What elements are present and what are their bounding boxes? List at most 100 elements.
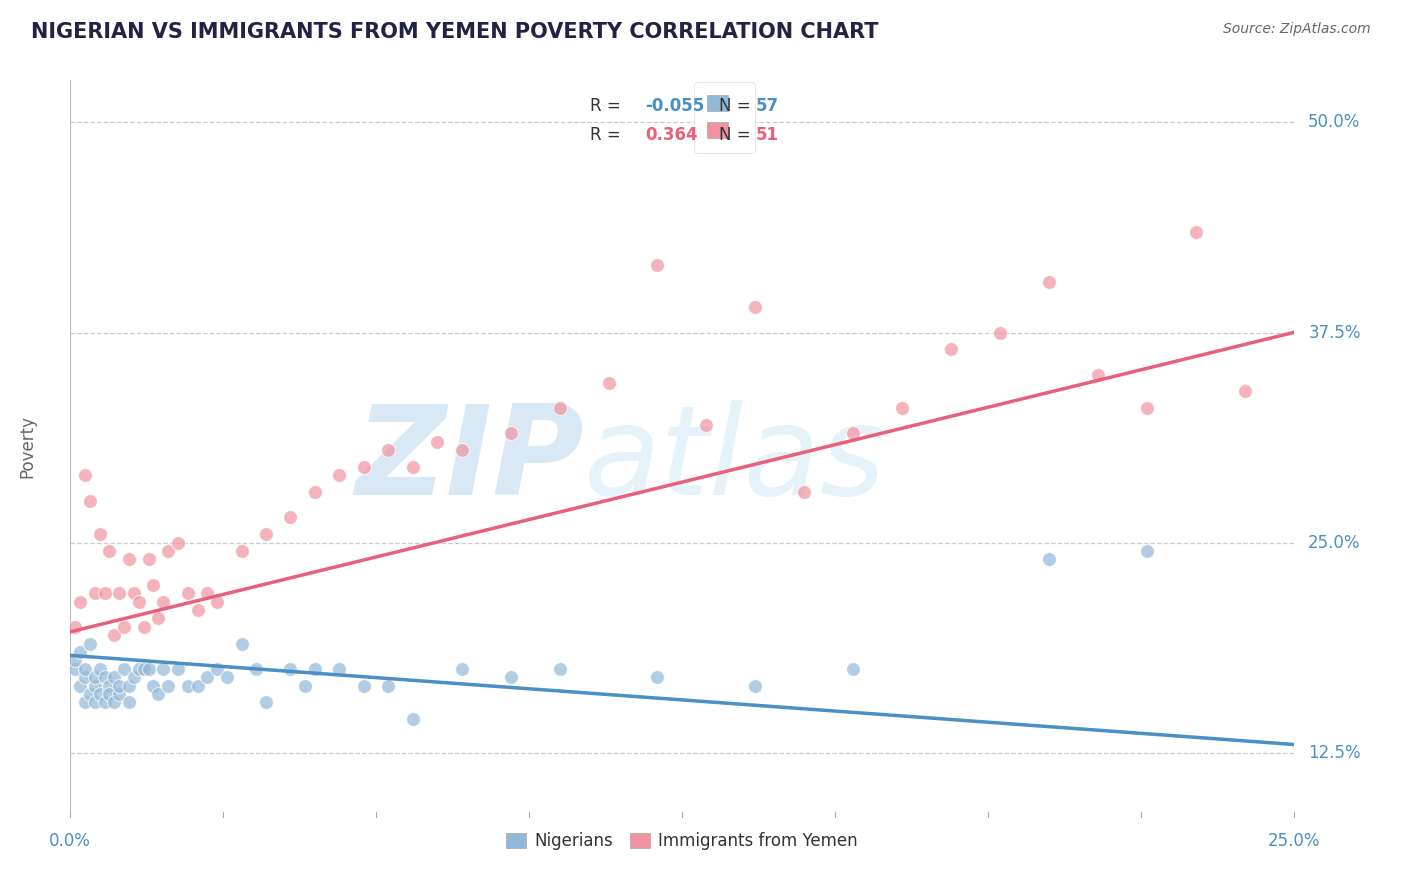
Point — [138, 662, 160, 676]
Point — [1184, 225, 1206, 239]
Point — [647, 258, 669, 272]
Point — [548, 662, 571, 676]
Point — [377, 679, 399, 693]
Legend: Nigerians, Immigrants from Yemen: Nigerians, Immigrants from Yemen — [498, 823, 866, 858]
Point — [118, 695, 141, 709]
Point — [195, 586, 218, 600]
Text: 51: 51 — [755, 126, 779, 145]
Point — [402, 712, 425, 726]
Point — [304, 662, 326, 676]
Point — [186, 603, 208, 617]
Text: 37.5%: 37.5% — [1308, 324, 1361, 342]
Text: 57: 57 — [755, 97, 779, 115]
Point — [177, 586, 200, 600]
Point — [132, 662, 155, 676]
Point — [142, 578, 165, 592]
Point — [69, 594, 91, 608]
Point — [128, 594, 150, 608]
Point — [157, 544, 180, 558]
Point — [69, 679, 91, 693]
Text: 50.0%: 50.0% — [1308, 113, 1361, 131]
Point — [304, 485, 326, 500]
Point — [98, 679, 121, 693]
Point — [254, 527, 277, 541]
Point — [548, 401, 571, 416]
Point — [177, 679, 200, 693]
Point — [195, 670, 218, 684]
Point — [148, 611, 170, 625]
Point — [69, 645, 91, 659]
Point — [157, 679, 180, 693]
Point — [152, 594, 174, 608]
Point — [294, 679, 316, 693]
Text: R =: R = — [591, 97, 621, 115]
Point — [254, 695, 277, 709]
Point — [1136, 544, 1159, 558]
Point — [744, 300, 766, 314]
Point — [1038, 275, 1060, 289]
Point — [842, 662, 865, 676]
Point — [73, 662, 96, 676]
Point — [402, 460, 425, 475]
Point — [132, 620, 155, 634]
Point — [647, 670, 669, 684]
Point — [93, 695, 115, 709]
Point — [142, 679, 165, 693]
Text: N =: N = — [718, 97, 751, 115]
Point — [1038, 552, 1060, 566]
Point — [695, 417, 717, 432]
Point — [280, 662, 302, 676]
Point — [1233, 384, 1256, 399]
Point — [148, 687, 170, 701]
Point — [499, 426, 522, 441]
Text: 0.364: 0.364 — [645, 126, 697, 145]
Point — [83, 695, 105, 709]
Point — [89, 527, 111, 541]
Point — [63, 653, 86, 667]
Text: Poverty: Poverty — [18, 415, 37, 477]
Point — [108, 679, 131, 693]
Point — [79, 636, 101, 650]
Point — [186, 679, 208, 693]
Text: N =: N = — [718, 126, 751, 145]
Text: 12.5%: 12.5% — [1308, 744, 1361, 762]
Point — [353, 679, 375, 693]
Point — [842, 426, 865, 441]
Text: 25.0%: 25.0% — [1308, 533, 1361, 551]
Text: Source: ZipAtlas.com: Source: ZipAtlas.com — [1223, 22, 1371, 37]
Point — [205, 662, 228, 676]
Point — [245, 662, 267, 676]
Point — [118, 679, 141, 693]
Point — [122, 586, 145, 600]
Point — [93, 670, 115, 684]
Point — [112, 662, 135, 676]
Point — [83, 586, 105, 600]
Text: NIGERIAN VS IMMIGRANTS FROM YEMEN POVERTY CORRELATION CHART: NIGERIAN VS IMMIGRANTS FROM YEMEN POVERT… — [31, 22, 879, 42]
Text: atlas: atlas — [583, 401, 886, 521]
Point — [744, 679, 766, 693]
Point — [328, 662, 350, 676]
Point — [89, 662, 111, 676]
Point — [103, 670, 125, 684]
Point — [167, 535, 190, 549]
Text: 0.0%: 0.0% — [49, 832, 91, 850]
Point — [98, 544, 121, 558]
Point — [93, 586, 115, 600]
Point — [450, 662, 472, 676]
Point — [426, 434, 449, 449]
Point — [1087, 368, 1109, 382]
Point — [328, 468, 350, 483]
Point — [89, 687, 111, 701]
Text: -0.055: -0.055 — [645, 97, 704, 115]
Text: ZIP: ZIP — [356, 401, 583, 521]
Point — [793, 485, 815, 500]
Point — [118, 552, 141, 566]
Point — [499, 670, 522, 684]
Point — [167, 662, 190, 676]
Point — [108, 687, 131, 701]
Point — [205, 594, 228, 608]
Point — [63, 620, 86, 634]
Point — [1136, 401, 1159, 416]
Point — [353, 460, 375, 475]
Point — [79, 687, 101, 701]
